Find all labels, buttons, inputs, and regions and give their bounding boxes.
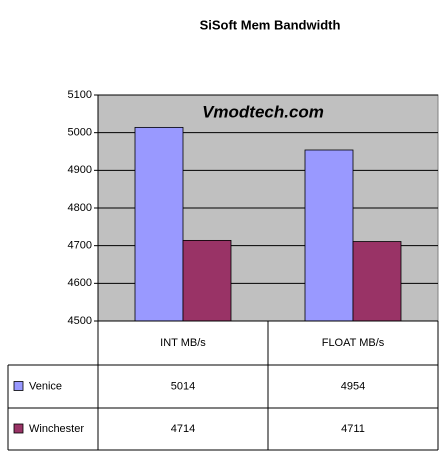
y-tick-label: 5000	[68, 127, 92, 139]
bar	[134, 126, 184, 322]
y-tick-label: 4700	[68, 240, 92, 252]
y-tick-label: 4900	[68, 164, 92, 176]
legend-swatch	[13, 381, 24, 391]
y-tick-label: 5100	[68, 89, 92, 101]
bar	[352, 241, 402, 322]
legend-label: Winchester	[29, 423, 84, 435]
y-tick-label: 4600	[68, 277, 92, 289]
bar	[304, 149, 354, 322]
x-tick-label: INT MB/s	[160, 337, 206, 349]
chart-title: SiSoft Mem Bandwidth	[200, 17, 341, 32]
table-value: 4714	[171, 423, 195, 435]
y-tick-label: 4800	[68, 202, 92, 214]
table-value: 5014	[171, 380, 195, 392]
y-tick-label: 4500	[68, 315, 92, 327]
table-value: 4711	[341, 423, 365, 435]
x-tick-label: FLOAT MB/s	[322, 337, 385, 349]
table-value: 4954	[341, 380, 365, 392]
watermark: Vmodtech.com	[202, 102, 324, 121]
legend-label: Venice	[29, 380, 62, 392]
bar	[182, 239, 232, 322]
legend-swatch	[13, 423, 24, 434]
